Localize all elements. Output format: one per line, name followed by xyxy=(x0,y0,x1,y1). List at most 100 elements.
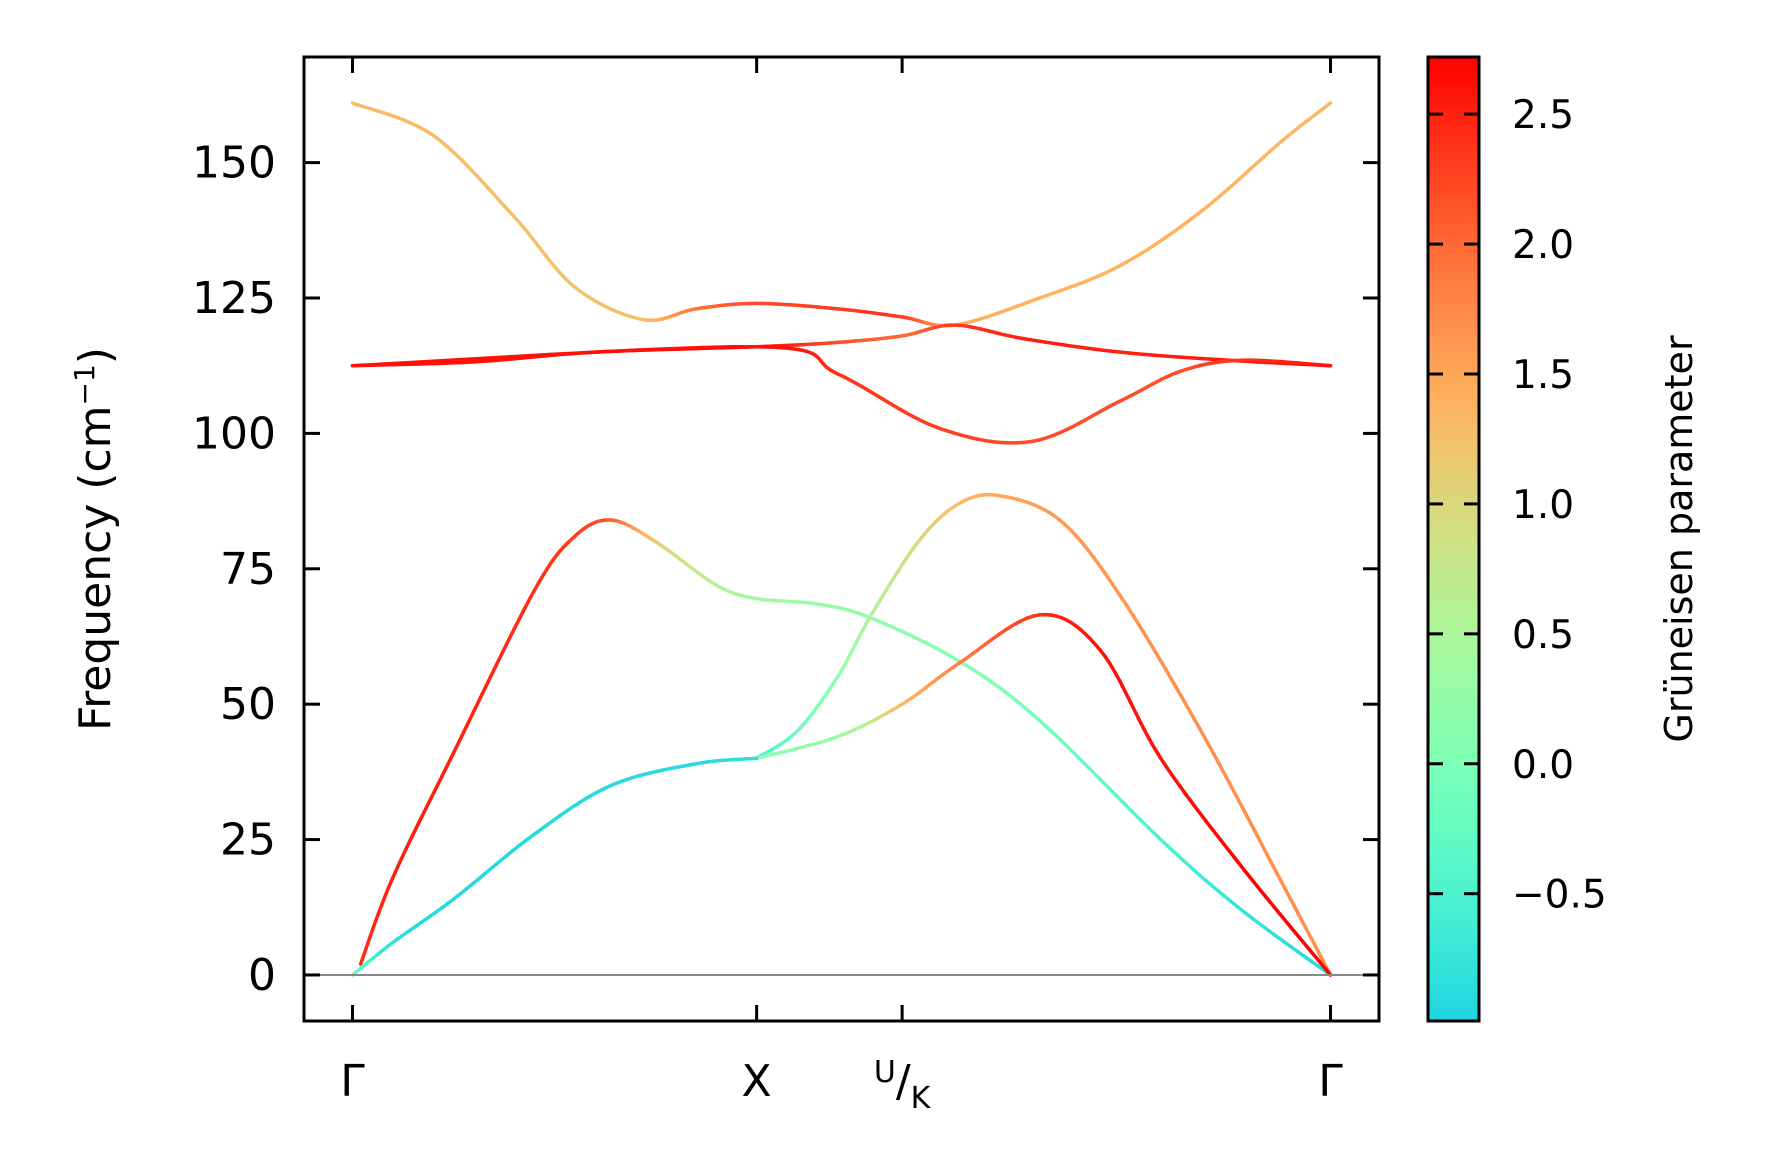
band-segment xyxy=(478,680,490,700)
band-segment xyxy=(1066,745,1081,760)
band-segment xyxy=(1297,935,1309,949)
colorbar-tick-label: 0.0 xyxy=(1512,743,1574,788)
band-segment xyxy=(1326,101,1333,107)
band-segment xyxy=(1220,767,1232,785)
y-tick-label: 125 xyxy=(192,273,276,324)
band-segment xyxy=(1255,834,1266,851)
band-segment xyxy=(1274,870,1284,885)
band-segment xyxy=(1262,847,1273,863)
y-axis-title-sup: −1 xyxy=(68,364,101,405)
band-segment xyxy=(507,622,519,640)
y-tick-label: 75 xyxy=(220,544,276,595)
band-segment xyxy=(440,762,450,779)
band-acoustic-band-red xyxy=(754,612,1333,977)
band-segment xyxy=(1076,755,1091,771)
band-segment xyxy=(445,751,456,767)
band-segment xyxy=(1122,688,1131,702)
band-segment xyxy=(1192,717,1203,734)
band-segment xyxy=(588,348,633,355)
band-segment xyxy=(1211,828,1223,842)
band-segment xyxy=(1147,737,1157,751)
band-segment xyxy=(786,346,801,352)
band-segment xyxy=(1197,810,1209,824)
y-tick-label: 25 xyxy=(220,815,276,866)
band-segment xyxy=(1290,901,1300,915)
x-tick-label: X xyxy=(742,1056,772,1107)
colorbar xyxy=(1426,55,1481,1023)
band-segment xyxy=(1046,726,1060,740)
y-axis-title-close: ) xyxy=(70,347,121,364)
band-segment xyxy=(1109,788,1124,804)
band-segment xyxy=(1177,783,1188,797)
band-segment xyxy=(1056,735,1070,749)
band-segment xyxy=(1171,680,1183,697)
band-segment xyxy=(429,785,439,801)
band-segment xyxy=(1130,613,1141,627)
band-segment xyxy=(1120,799,1135,814)
band-segment xyxy=(371,361,402,367)
band-segment xyxy=(451,738,462,755)
colorbar-tick-label: 1.0 xyxy=(1512,483,1574,528)
y-axis-title-main: Frequency (cm xyxy=(70,405,121,731)
band-segment xyxy=(1204,819,1216,833)
band-segment xyxy=(1157,657,1169,673)
band-segment xyxy=(1247,874,1259,888)
band-segment xyxy=(1137,623,1148,638)
band-segment xyxy=(461,360,476,365)
band-segment xyxy=(1142,727,1152,742)
band-segment xyxy=(1130,810,1145,824)
band-optical-band-top xyxy=(350,101,1333,328)
y-tick-label: 100 xyxy=(192,408,276,459)
band-segment xyxy=(1263,894,1276,909)
colorbar-title: Grüneisen parameter xyxy=(1657,335,1701,743)
band-segment xyxy=(1171,774,1182,788)
band-segment xyxy=(1164,668,1176,685)
band-segment xyxy=(754,344,777,350)
band-segment xyxy=(701,345,735,350)
band-segment xyxy=(500,636,512,655)
band-segment xyxy=(1289,925,1302,940)
band-segment xyxy=(1132,707,1141,722)
band-segment xyxy=(1087,766,1102,782)
y-tick-label: 0 xyxy=(248,950,276,1001)
band-segment xyxy=(413,818,422,832)
band-segment xyxy=(1140,820,1154,833)
band-segment xyxy=(430,357,471,363)
x-tick-label: U/K xyxy=(874,1055,932,1116)
band-segment xyxy=(398,359,435,365)
band-segment xyxy=(1234,794,1246,812)
band-segment xyxy=(1153,747,1163,761)
y-axis-title: Frequency (cm−1) xyxy=(68,347,121,731)
band-optical-band-lower xyxy=(350,344,1333,445)
band-segment xyxy=(1280,881,1290,895)
band-segment xyxy=(467,355,511,361)
band-segment xyxy=(350,362,375,368)
band-acoustic-band-la-left xyxy=(358,518,1333,977)
x-tick-label-sub: K xyxy=(911,1081,932,1116)
band-segment xyxy=(1285,891,1295,905)
band-segment xyxy=(1185,705,1197,721)
band-segment xyxy=(1255,884,1268,899)
band-segment xyxy=(1241,808,1253,825)
colorbar-tick-label: 0.5 xyxy=(1512,613,1574,658)
band-segment xyxy=(629,346,671,353)
band-segment xyxy=(1159,756,1169,770)
y-tick-label: 50 xyxy=(220,679,276,730)
colorbar-tick-label: 2.0 xyxy=(1512,223,1574,268)
band-optical-band-middle xyxy=(350,323,1333,368)
x-tick-label-slash: / xyxy=(896,1056,911,1107)
band-segment xyxy=(471,695,483,715)
band-segment xyxy=(1239,864,1251,878)
band-segment xyxy=(1178,693,1190,709)
band-segment xyxy=(1165,765,1175,779)
x-tick-label: Γ xyxy=(340,1056,365,1107)
band-segment xyxy=(1118,594,1129,607)
x-tick-label-sup: U xyxy=(874,1055,896,1090)
band-segment xyxy=(772,345,791,351)
band-segment xyxy=(1037,718,1051,731)
band-segment xyxy=(521,598,531,614)
band-segment xyxy=(1150,829,1163,842)
band-segment xyxy=(1280,938,1293,949)
band-segment xyxy=(1206,741,1217,759)
